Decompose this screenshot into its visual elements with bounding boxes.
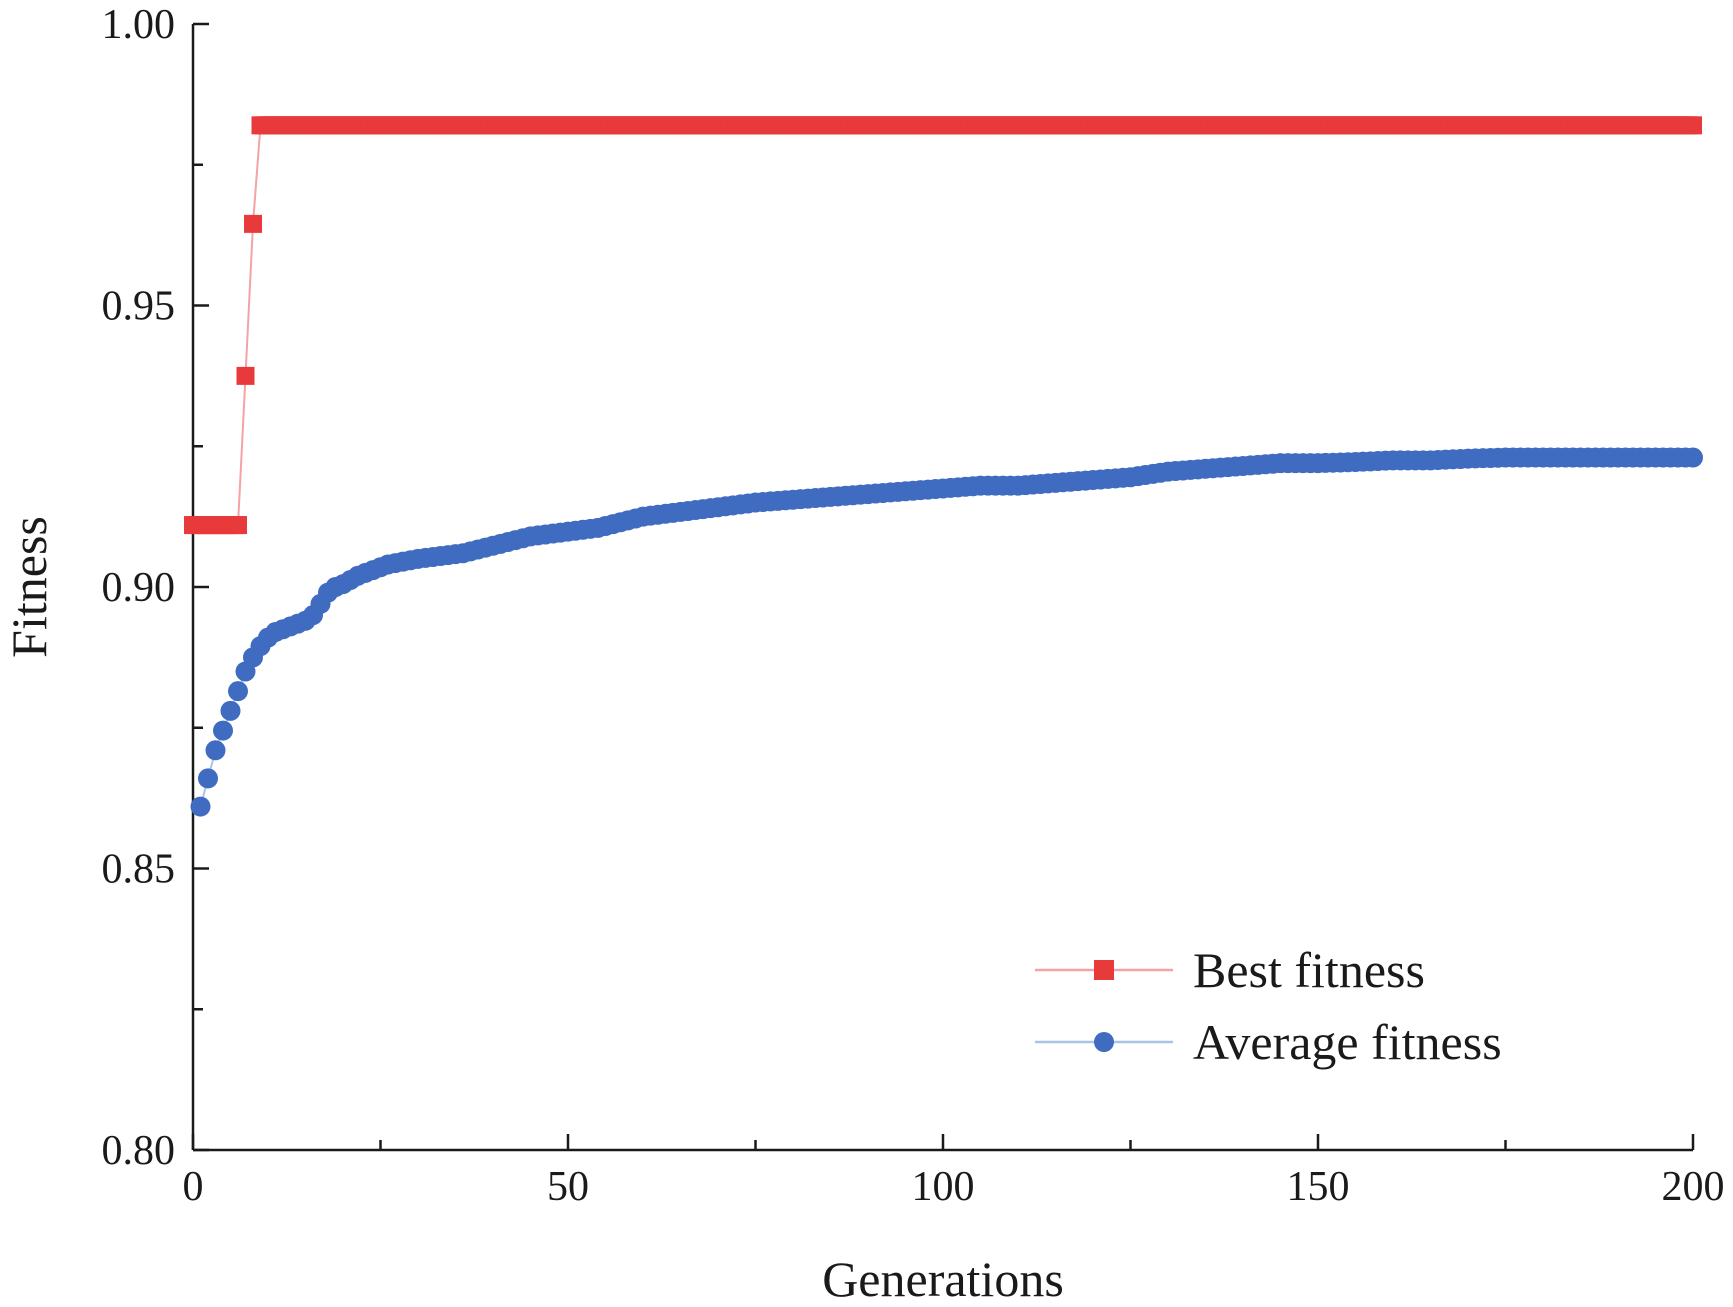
- y-tick-label: 0.80: [102, 1128, 176, 1174]
- y-tick-label: 0.90: [102, 565, 176, 611]
- y-tick-label: 0.95: [102, 284, 176, 330]
- legend-marker: [1094, 960, 1114, 980]
- y-axis-title: Fitness: [1, 516, 57, 658]
- best-fitness-series: [184, 116, 1702, 535]
- average-fitness-marker: [205, 740, 226, 761]
- y-tick-label: 0.85: [102, 847, 176, 893]
- legend-marker: [1094, 1032, 1114, 1052]
- x-axis-title: Generations: [822, 1251, 1064, 1307]
- x-tick-label: 50: [547, 1164, 589, 1210]
- legend-label: Best fitness: [1193, 942, 1425, 998]
- best-fitness-marker: [236, 366, 255, 385]
- average-fitness-marker: [228, 681, 248, 702]
- x-tick-label: 150: [1287, 1164, 1350, 1210]
- average-fitness-marker: [1683, 447, 1703, 468]
- x-tick-label: 0: [183, 1164, 204, 1210]
- legend: Best fitness Average fitness: [1035, 942, 1502, 1070]
- average-fitness-line: [199, 456, 1693, 807]
- axes: 0 50 100 150 200 0.80 0.85 0.90 0.95 1.00: [102, 2, 1725, 1210]
- average-fitness-marker: [198, 768, 218, 789]
- series-layer: [184, 116, 1703, 817]
- average-fitness-marker: [190, 796, 211, 817]
- best-fitness-marker: [244, 214, 262, 233]
- average-fitness-marker: [220, 700, 241, 721]
- y-tick-label: 1.00: [102, 2, 176, 48]
- average-fitness-series: [190, 447, 1703, 817]
- x-tick-label: 200: [1662, 1164, 1725, 1210]
- legend-label: Average fitness: [1193, 1014, 1502, 1070]
- average-fitness-marker: [213, 720, 233, 741]
- legend-item-average-fitness: Average fitness: [1035, 1014, 1502, 1070]
- legend-item-best-fitness: Best fitness: [1035, 942, 1425, 998]
- x-tick-label: 100: [912, 1164, 975, 1210]
- best-fitness-marker: [229, 516, 247, 535]
- best-fitness-marker: [1684, 116, 1702, 135]
